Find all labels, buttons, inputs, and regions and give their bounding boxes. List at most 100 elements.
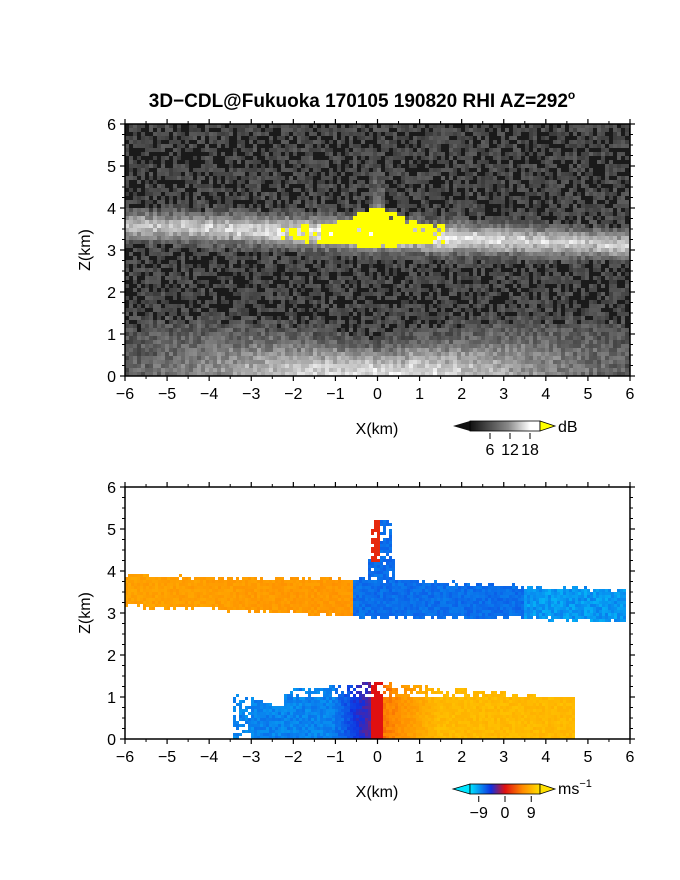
reflectivity-cell bbox=[429, 184, 433, 188]
reflectivity-cell bbox=[181, 268, 185, 272]
reflectivity-cell bbox=[345, 332, 349, 336]
reflectivity-cell bbox=[513, 132, 517, 136]
reflectivity-cell bbox=[309, 248, 313, 252]
reflectivity-cell bbox=[509, 276, 513, 280]
reflectivity-cell bbox=[533, 140, 537, 144]
reflectivity-cell bbox=[477, 168, 481, 172]
reflectivity-cell bbox=[305, 260, 309, 264]
reflectivity-cell bbox=[533, 176, 537, 180]
reflectivity-cell bbox=[285, 148, 289, 152]
reflectivity-cell bbox=[541, 284, 545, 288]
reflectivity-cell bbox=[321, 256, 325, 260]
reflectivity-cell bbox=[173, 320, 177, 324]
reflectivity-cell bbox=[597, 268, 601, 272]
reflectivity-cell bbox=[349, 136, 353, 140]
reflectivity-cell bbox=[529, 152, 533, 156]
reflectivity-cell bbox=[557, 272, 561, 276]
reflectivity-cell bbox=[377, 252, 381, 256]
reflectivity-cell bbox=[493, 252, 497, 256]
reflectivity-cell bbox=[309, 204, 313, 208]
reflectivity-cell bbox=[205, 312, 209, 316]
reflectivity-cell bbox=[453, 188, 457, 192]
reflectivity-cell bbox=[389, 132, 393, 136]
reflectivity-cell bbox=[361, 180, 365, 184]
reflectivity-cell bbox=[165, 136, 169, 140]
reflectivity-cell bbox=[625, 248, 629, 252]
reflectivity-cell bbox=[433, 216, 437, 220]
reflectivity-cell bbox=[393, 216, 397, 220]
reflectivity-cell bbox=[181, 208, 185, 212]
reflectivity-cell bbox=[557, 308, 561, 312]
reflectivity-cell bbox=[209, 292, 213, 296]
reflectivity-cell bbox=[617, 168, 621, 172]
reflectivity-cell bbox=[437, 328, 441, 332]
reflectivity-cell bbox=[301, 324, 305, 328]
reflectivity-cell bbox=[173, 304, 177, 308]
reflectivity-cell bbox=[217, 284, 221, 288]
reflectivity-cell bbox=[325, 188, 329, 192]
reflectivity-cell bbox=[177, 176, 181, 180]
reflectivity-cell bbox=[493, 284, 497, 288]
reflectivity-cell bbox=[357, 272, 361, 276]
reflectivity-cell bbox=[529, 124, 533, 128]
reflectivity-cell bbox=[137, 248, 141, 252]
reflectivity-cell bbox=[401, 236, 405, 240]
reflectivity-cell bbox=[273, 180, 277, 184]
reflectivity-cell bbox=[277, 252, 281, 256]
reflectivity-cell bbox=[309, 212, 313, 216]
reflectivity-cell bbox=[353, 232, 357, 236]
reflectivity-cell bbox=[141, 176, 145, 180]
reflectivity-cell bbox=[609, 240, 613, 244]
reflectivity-cell bbox=[189, 180, 193, 184]
reflectivity-cell bbox=[513, 308, 517, 312]
reflectivity-cell bbox=[449, 280, 453, 284]
reflectivity-cell bbox=[221, 312, 225, 316]
reflectivity-cell bbox=[493, 148, 497, 152]
reflectivity-cell bbox=[241, 304, 245, 308]
reflectivity-cell bbox=[381, 252, 385, 256]
reflectivity-cell bbox=[417, 192, 421, 196]
reflectivity-cell bbox=[537, 224, 541, 228]
reflectivity-cell bbox=[553, 288, 557, 292]
reflectivity-cell bbox=[373, 320, 377, 324]
reflectivity-cell bbox=[297, 280, 301, 284]
reflectivity-cell bbox=[249, 208, 253, 212]
reflectivity-cell bbox=[609, 272, 613, 276]
reflectivity-cell bbox=[509, 188, 513, 192]
reflectivity-cell bbox=[277, 176, 281, 180]
reflectivity-cell bbox=[141, 256, 145, 260]
reflectivity-cell bbox=[385, 232, 389, 236]
reflectivity-cell bbox=[373, 188, 377, 192]
reflectivity-cell bbox=[229, 332, 233, 336]
reflectivity-cell bbox=[609, 236, 613, 240]
reflectivity-cell bbox=[301, 328, 305, 332]
reflectivity-cell bbox=[213, 204, 217, 208]
reflectivity-cell bbox=[161, 296, 165, 300]
reflectivity-cell bbox=[173, 332, 177, 336]
reflectivity-cell bbox=[153, 296, 157, 300]
reflectivity-cell bbox=[329, 236, 333, 240]
reflectivity-cell bbox=[229, 228, 233, 232]
reflectivity-cell bbox=[501, 196, 505, 200]
reflectivity-cell bbox=[281, 128, 285, 132]
reflectivity-cell bbox=[325, 284, 329, 288]
reflectivity-cell bbox=[289, 176, 293, 180]
reflectivity-cell bbox=[365, 244, 369, 248]
reflectivity-cell bbox=[625, 328, 629, 332]
reflectivity-cell bbox=[593, 256, 597, 260]
reflectivity-cell bbox=[553, 228, 557, 232]
reflectivity-cell bbox=[205, 324, 209, 328]
reflectivity-cell bbox=[533, 212, 537, 216]
reflectivity-cell bbox=[461, 316, 465, 320]
reflectivity-cell bbox=[129, 244, 133, 248]
reflectivity-cell bbox=[377, 336, 381, 340]
reflectivity-cell bbox=[617, 232, 621, 236]
reflectivity-cell bbox=[289, 300, 293, 304]
reflectivity-cell bbox=[533, 288, 537, 292]
reflectivity-cell bbox=[157, 256, 161, 260]
reflectivity-cell bbox=[481, 180, 485, 184]
reflectivity-cell bbox=[545, 188, 549, 192]
reflectivity-cell bbox=[613, 324, 617, 328]
reflectivity-cell bbox=[577, 196, 581, 200]
reflectivity-cell bbox=[237, 248, 241, 252]
